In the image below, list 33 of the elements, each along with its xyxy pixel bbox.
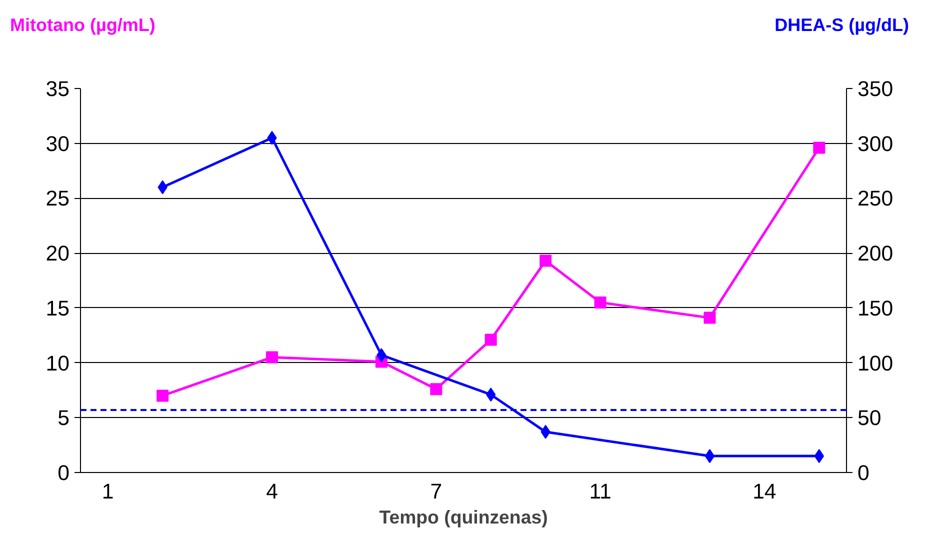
y2-tick-label: 100 <box>858 351 894 376</box>
y-tick-label: 30 <box>46 132 70 156</box>
y-tick-label: 20 <box>46 242 70 266</box>
y-axis-title: Mitotano (µg/mL) <box>10 14 156 37</box>
x-tick-label: 7 <box>430 480 442 504</box>
point <box>813 142 826 154</box>
y-tick-label: 5 <box>58 406 70 430</box>
point <box>540 254 552 267</box>
y2-axis-title: DHEA-S (µg/dL) <box>774 14 909 37</box>
y2-tick-label: 150 <box>858 296 894 320</box>
y2-tick-label: 200 <box>858 242 894 266</box>
y-tick-label: 25 <box>46 186 70 211</box>
y2-tick-label: 300 <box>858 132 894 156</box>
y-tick-label: 0 <box>58 461 70 485</box>
point <box>704 449 715 464</box>
y2-tick-label: 350 <box>858 77 894 101</box>
y2-tick-label: 50 <box>858 406 882 430</box>
x-tick-label: 4 <box>266 480 278 504</box>
y2-tick-label: 0 <box>858 461 870 485</box>
point <box>704 312 716 324</box>
y-tick-label: 35 <box>46 77 70 101</box>
point <box>156 390 169 402</box>
x-axis-title: Tempo (quinzenas) <box>379 506 548 528</box>
x-tick-label: 14 <box>752 480 776 504</box>
y-tick-label: 10 <box>46 351 70 376</box>
y-tick-label: 15 <box>46 296 70 320</box>
x-tick-label: 1 <box>102 480 114 504</box>
point <box>430 383 442 396</box>
y2-tick-label: 250 <box>858 186 894 211</box>
point <box>594 296 606 308</box>
point <box>484 334 497 346</box>
point <box>266 351 278 364</box>
x-tick-label: 11 <box>589 480 612 504</box>
